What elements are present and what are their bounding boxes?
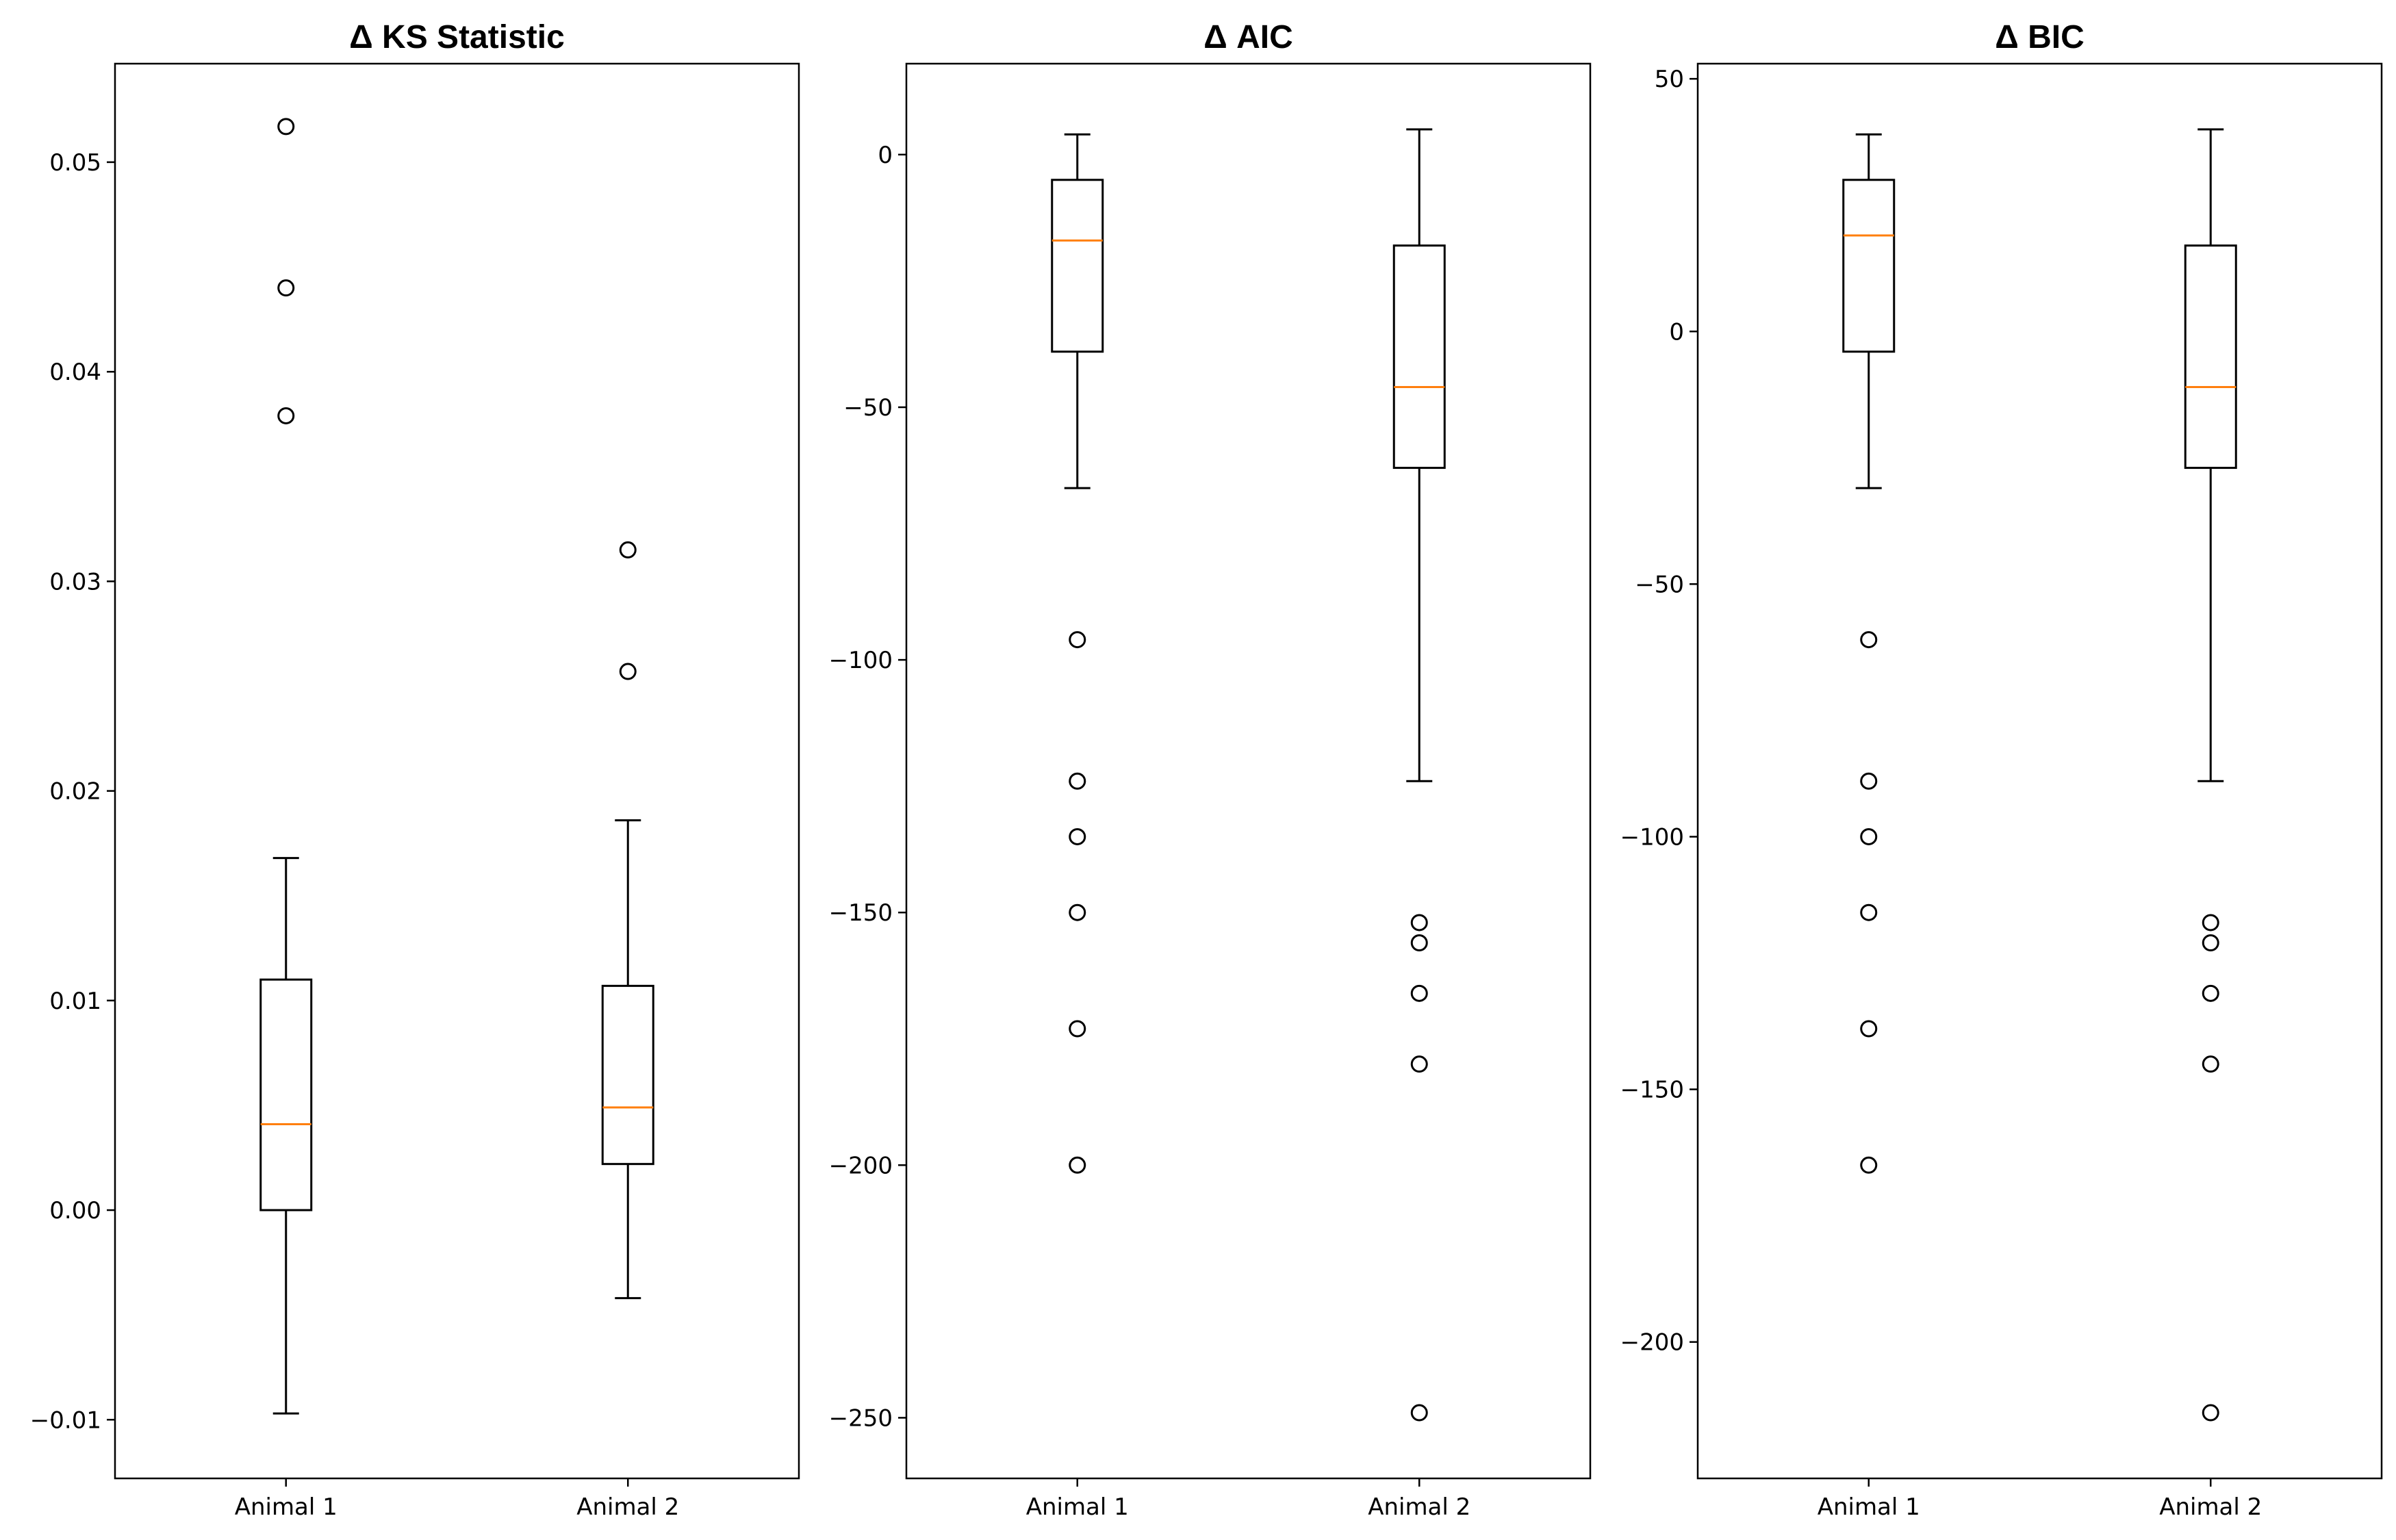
y-tick-label: −100 <box>1620 823 1684 851</box>
outlier-point <box>277 118 295 136</box>
chart-title: Δ AIC <box>1203 19 1293 55</box>
y-tick-label: −100 <box>829 647 893 674</box>
y-tick-label: −200 <box>1620 1329 1684 1357</box>
y-tick-label: 0.00 <box>49 1197 101 1224</box>
box-animal-1 <box>1842 133 1896 1174</box>
y-tick-label: −0.01 <box>30 1407 101 1434</box>
y-tick-label: 0.05 <box>49 149 101 177</box>
outlier-point <box>1410 914 1428 932</box>
outlier-point <box>2202 1055 2219 1073</box>
iqr-box <box>2184 244 2237 470</box>
y-tick-label: −150 <box>1620 1077 1684 1104</box>
y-tick-label: −50 <box>1635 571 1684 598</box>
outlier-point <box>1069 903 1086 921</box>
y-tick-label: −150 <box>829 899 893 927</box>
outlier-point <box>1860 1156 1878 1174</box>
iqr-box <box>601 984 654 1166</box>
outlier-point <box>277 407 295 424</box>
outlier-point <box>1069 827 1086 845</box>
y-tick-label: −250 <box>829 1404 893 1432</box>
axes-frame <box>905 62 1592 1480</box>
box-animal-2 <box>2184 128 2237 1422</box>
outlier-point <box>1860 772 1878 790</box>
y-tick-label: 0.03 <box>49 568 101 595</box>
chart-panel-2: Δ AIC 0 −50 −100 −150 −200 −250 Animal 1 Animal … <box>829 19 1592 1521</box>
outlier-point <box>619 663 637 680</box>
box-animal-1 <box>1051 133 1104 1174</box>
outlier-point <box>1410 1055 1428 1073</box>
outlier-point <box>2202 1404 2219 1422</box>
y-tick-label: −50 <box>843 394 893 422</box>
chart-title: Δ BIC <box>1995 19 2085 55</box>
box-animal-2 <box>1392 128 1446 1422</box>
iqr-box <box>1051 179 1104 353</box>
outlier-point <box>1860 1020 1878 1038</box>
y-tick-label: 0.02 <box>49 778 101 806</box>
outlier-point <box>1069 1156 1086 1174</box>
iqr-box <box>1392 244 1446 470</box>
outlier-point <box>1410 984 1428 1002</box>
chart-title: Δ KS Statistic <box>349 19 565 55</box>
y-tick-label: 0.04 <box>49 359 101 386</box>
x-tick-label: Animal 1 <box>1818 1493 1920 1521</box>
outlier-point <box>277 279 295 297</box>
axes-frame <box>1696 62 2383 1480</box>
box-animal-2 <box>601 541 654 1300</box>
x-tick-label: Animal 1 <box>235 1493 337 1521</box>
iqr-box <box>259 978 313 1211</box>
y-tick-label: 0 <box>1669 318 1684 346</box>
outlier-point <box>1860 827 1878 845</box>
y-tick-label: 0 <box>878 142 893 169</box>
outlier-point <box>1069 631 1086 649</box>
x-tick-label: Animal 2 <box>1368 1493 1470 1521</box>
chart-panel-1: Δ KS Statistic −0.01 0.00 0.01 0.02 0.03 0.04 0… <box>30 19 800 1521</box>
axes-frame <box>114 62 800 1480</box>
outlier-point <box>1860 903 1878 921</box>
outlier-point <box>1860 631 1878 649</box>
outlier-point <box>2202 984 2219 1002</box>
y-tick-label: 0.01 <box>49 988 101 1015</box>
outlier-point <box>2202 914 2219 932</box>
outlier-point <box>619 541 637 559</box>
outlier-point <box>1410 934 1428 951</box>
x-tick-label: Animal 2 <box>576 1493 679 1521</box>
y-tick-label: −200 <box>829 1152 893 1179</box>
iqr-box <box>1842 179 1896 353</box>
x-tick-label: Animal 1 <box>1026 1493 1129 1521</box>
outlier-point <box>1069 1020 1086 1038</box>
chart-panel-3: Δ BIC 50 0 −50 −100 −150 −200 Animal 1 Animal 2 <box>1620 19 2383 1521</box>
y-tick-label: 50 <box>1655 66 1684 93</box>
outlier-point <box>1410 1404 1428 1422</box>
outlier-point <box>1069 772 1086 790</box>
x-tick-label: Animal 2 <box>2159 1493 2262 1521</box>
outlier-point <box>2202 934 2219 951</box>
box-animal-1 <box>259 118 313 1415</box>
